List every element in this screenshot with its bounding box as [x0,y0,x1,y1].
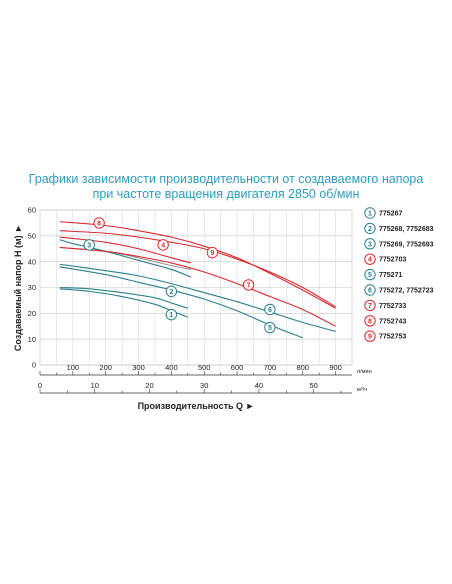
x-tick-label-lmin: 600 [231,363,244,372]
y-tick-label: 0 [32,361,36,370]
x-tick-label-m3h: 20 [145,381,153,390]
curve-marker-label: 8 [97,220,101,227]
curve-marker-label: 5 [268,325,272,332]
x-tick-label-lmin: 300 [132,363,145,372]
curve-marker-7 [242,279,255,291]
curve-markers: 1 2 3 4 5 6 7 8 9 [83,217,276,334]
x-tick-label-m3h: 50 [310,381,318,390]
curve-marker-label: 2 [169,289,173,296]
x-unit-lmin: л/мин [357,369,372,375]
chart-title: Графики зависимости производительности о… [0,172,452,201]
series-line-3 [59,239,192,278]
legend-marker-label: 6 [368,288,372,295]
x-tick-label-lmin: 700 [264,363,277,372]
x-tick-label-m3h: 10 [91,381,99,390]
legend-marker-5 [364,268,376,281]
x-tick-label-lmin: 900 [329,363,342,372]
legend-entry: 7752733 [379,303,406,310]
chart-title-line-1: Графики зависимости производительности о… [28,172,424,186]
x-tick-label-lmin: 500 [198,363,211,372]
x-tick-label-m3h: 30 [200,381,208,390]
curve-marker-label: 9 [210,250,214,257]
legend-entry: 7752753 [379,334,406,341]
legend-marker-label: 1 [368,211,372,218]
series-line-8 [59,221,336,309]
legend-marker-label: 3 [368,241,372,248]
curve-marker-label: 3 [87,242,91,249]
x-tick-label-lmin: 800 [296,363,309,372]
grid [39,209,353,366]
curve-marker-3 [83,239,95,251]
chart-title-line-2: при частоте вращения двигателя 2850 об/м… [92,186,360,201]
y-axis-title: Создаваемый напор Н (м) ► [13,224,23,351]
curve-marker-5 [264,321,276,334]
legend-entry: 775271 [379,272,402,279]
legend-entry: 775267 [379,211,402,218]
y-tick-label: 40 [28,257,36,266]
curve-marker-8 [93,217,105,229]
legend-marker-label: 2 [368,226,372,233]
y-tick-label: 50 [28,232,36,241]
y-tick-label: 10 [28,335,36,344]
legend-marker-label: 5 [368,272,372,279]
series-line-2 [59,286,188,309]
curve-marker-label: 6 [268,307,272,314]
curve-marker-4 [157,239,169,251]
legend-marker-3 [364,238,376,250]
x-axis-title: Производительность Q ► [138,401,255,411]
curve-marker-6 [264,303,276,316]
x-tick-label-lmin: 200 [99,363,112,372]
curve-marker-label: 1 [169,312,173,319]
y-tick-label: 60 [28,206,36,215]
legend-entry: 775272, 7752723 [379,288,434,295]
legend-marker-1 [364,207,376,219]
legend-marker-2 [364,222,376,235]
curve-marker-label: 7 [247,282,251,289]
legend-entry: 7752743 [379,318,406,325]
legend-marker-label: 8 [368,318,372,325]
series-line-6 [59,263,336,332]
series-line-9 [59,230,336,308]
legend-marker-label: 4 [368,257,372,264]
legend-marker-label: 7 [368,303,372,310]
legend-marker-7 [364,299,376,312]
x-tick-label-lmin: 400 [165,363,178,372]
x-tick-label-m3h: 40 [255,381,263,390]
curves [59,221,336,339]
legend-entry: 775268, 7752683 [379,226,434,233]
curve-marker-1 [165,308,178,321]
x-unit-m3h: м³/ч [357,387,367,393]
legend-marker-6 [364,284,376,296]
curve-marker-9 [206,246,219,259]
curve-marker-label: 4 [161,242,165,249]
legend-entry: 7752703 [379,257,406,264]
curve-marker-2 [165,285,178,298]
legend-marker-label: 9 [368,334,372,341]
y-tick-label: 30 [28,283,36,292]
series-line-7 [59,246,336,327]
legend-marker-9 [364,330,376,342]
legend-entry: 775269, 7752693 [379,241,434,248]
legend-marker-8 [364,315,376,327]
legend-marker-4 [364,253,376,265]
series-line-4 [59,236,192,264]
x-tick-label-m3h: 0 [38,381,42,390]
y-tick-label: 20 [28,309,36,318]
x-tick-label-lmin: 100 [67,363,80,372]
legend: 1 775267 2 775268, 7752683 3 775269, 7752693 4… [364,207,434,342]
